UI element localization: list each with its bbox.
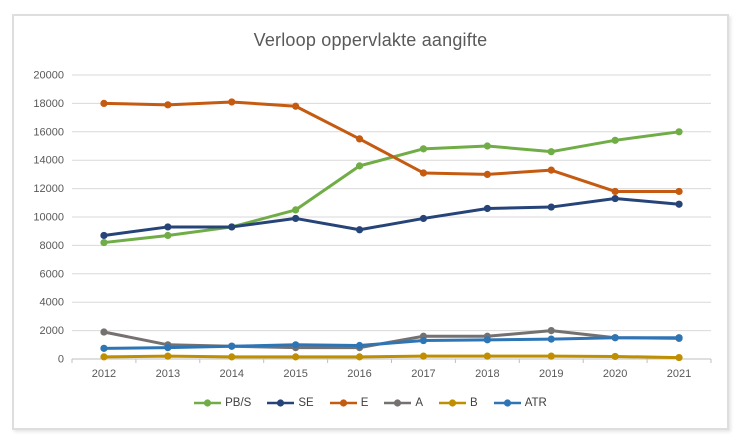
y-axis-tick-label: 12000 bbox=[33, 183, 64, 195]
x-axis-tick-label: 2016 bbox=[347, 368, 371, 380]
legend-swatch-icon bbox=[493, 399, 521, 407]
y-axis-tick-label: 20000 bbox=[33, 70, 64, 82]
legend-item-SE: SE bbox=[267, 397, 314, 409]
legend-item-A: A bbox=[384, 397, 423, 409]
series-line-E bbox=[102, 100, 681, 193]
series-marker-B bbox=[483, 352, 491, 360]
x-axis-tick-label: 2017 bbox=[411, 368, 435, 380]
series-marker-ATR bbox=[164, 344, 172, 352]
series-marker-B bbox=[100, 353, 108, 361]
series-marker-PB/S bbox=[164, 231, 172, 240]
legend-label: SE bbox=[298, 397, 314, 409]
series-marker-A bbox=[547, 327, 555, 335]
y-axis-tick-label: 10000 bbox=[33, 212, 64, 224]
series-marker-A bbox=[100, 328, 108, 336]
series-marker-PB/S bbox=[483, 142, 491, 150]
series-marker-SE bbox=[228, 223, 236, 231]
series-marker-B bbox=[292, 353, 300, 361]
series-marker-B bbox=[228, 353, 236, 361]
legend-swatch-icon bbox=[267, 399, 295, 407]
legend-label: E bbox=[360, 397, 369, 409]
series-marker-E bbox=[100, 99, 108, 107]
y-axis-tick-label: 4000 bbox=[40, 297, 64, 309]
series-marker-E bbox=[419, 169, 428, 177]
legend-label: B bbox=[470, 397, 478, 409]
series-marker-ATR bbox=[100, 344, 108, 352]
series-marker-ATR bbox=[355, 341, 364, 350]
series-marker-SE bbox=[675, 200, 683, 208]
legend-item-ATR: ATR bbox=[493, 397, 547, 409]
legend-item-B: B bbox=[439, 397, 478, 409]
x-axis-tick-label: 2019 bbox=[539, 368, 563, 380]
series-marker-B bbox=[164, 352, 172, 360]
series-marker-SE bbox=[483, 204, 491, 213]
x-axis-tick-label: 2020 bbox=[603, 368, 627, 380]
series-marker-E bbox=[611, 187, 619, 196]
x-axis-tick-label: 2018 bbox=[475, 368, 499, 380]
series-marker-PB/S bbox=[419, 145, 428, 153]
series-marker-E bbox=[483, 170, 491, 178]
series-marker-E bbox=[675, 187, 683, 196]
series-marker-E bbox=[164, 101, 172, 109]
legend-swatch-icon bbox=[329, 399, 357, 407]
chart-title: Verloop oppervlakte aangifte bbox=[253, 30, 488, 50]
legend-label: ATR bbox=[524, 397, 547, 409]
series-marker-SE bbox=[100, 231, 108, 240]
series-marker-B bbox=[675, 353, 683, 362]
legend-swatch-icon bbox=[194, 399, 222, 407]
series-marker-E bbox=[292, 102, 300, 110]
series-marker-B bbox=[419, 352, 428, 360]
series-marker-SE bbox=[292, 214, 300, 223]
x-axis-tick-label: 2021 bbox=[667, 368, 691, 380]
x-axis-tick-label: 2013 bbox=[156, 368, 180, 380]
x-axis-tick-label: 2014 bbox=[220, 368, 244, 380]
series-line-ATR bbox=[102, 336, 681, 350]
series-line-B bbox=[102, 354, 681, 360]
series-marker-PB/S bbox=[355, 162, 364, 170]
series-marker-ATR bbox=[547, 335, 555, 343]
y-axis-tick-label: 18000 bbox=[33, 98, 64, 110]
series-marker-E bbox=[547, 166, 555, 174]
series-marker-ATR bbox=[611, 334, 619, 342]
series-marker-ATR bbox=[292, 341, 300, 349]
y-axis-tick-label: 0 bbox=[58, 354, 64, 366]
series-marker-SE bbox=[547, 203, 555, 211]
legend-label: A bbox=[415, 397, 424, 409]
chart-frame: Verloop oppervlakte aangifte 0 2000 4000 60… bbox=[12, 14, 729, 430]
legend-label: PB/S bbox=[225, 397, 252, 409]
series-marker-ATR bbox=[483, 336, 491, 344]
series-marker-SE bbox=[419, 214, 428, 223]
series-marker-PB/S bbox=[292, 206, 300, 214]
line-chart-plot: 0 2000 4000 6000 8000 10000 12000 14000 16000 180… bbox=[33, 70, 712, 380]
legend-item-E: E bbox=[329, 397, 369, 409]
series-marker-SE bbox=[164, 223, 172, 231]
series-marker-E bbox=[228, 98, 236, 106]
series-marker-E bbox=[355, 135, 364, 143]
series-marker-B bbox=[355, 353, 364, 361]
series-line-SE bbox=[102, 197, 681, 237]
y-axis-tick-label: 6000 bbox=[40, 268, 64, 280]
chart-legend: PB/S SE E A B ATR bbox=[14, 397, 727, 409]
series-marker-ATR bbox=[228, 342, 236, 350]
series-marker-PB/S bbox=[547, 148, 555, 156]
x-axis-tick-label: 2012 bbox=[92, 368, 116, 380]
series-marker-SE bbox=[611, 194, 619, 203]
legend-item-PB/S: PB/S bbox=[194, 397, 251, 409]
legend-swatch-icon bbox=[439, 399, 467, 407]
series-marker-B bbox=[611, 352, 619, 361]
series-marker-PB/S bbox=[100, 238, 108, 247]
series-marker-B bbox=[547, 352, 555, 360]
y-axis-tick-label: 2000 bbox=[40, 325, 64, 337]
legend-swatch-icon bbox=[384, 399, 412, 407]
x-axis-tick-label: 2015 bbox=[283, 368, 307, 380]
series-marker-SE bbox=[355, 226, 364, 234]
y-axis-tick-label: 8000 bbox=[40, 240, 64, 252]
y-axis-tick-label: 16000 bbox=[33, 126, 64, 138]
series-marker-PB/S bbox=[675, 128, 683, 136]
series-marker-ATR bbox=[675, 334, 683, 342]
series-marker-PB/S bbox=[611, 136, 619, 144]
y-axis-tick-label: 14000 bbox=[33, 155, 64, 167]
series-marker-ATR bbox=[419, 336, 428, 345]
